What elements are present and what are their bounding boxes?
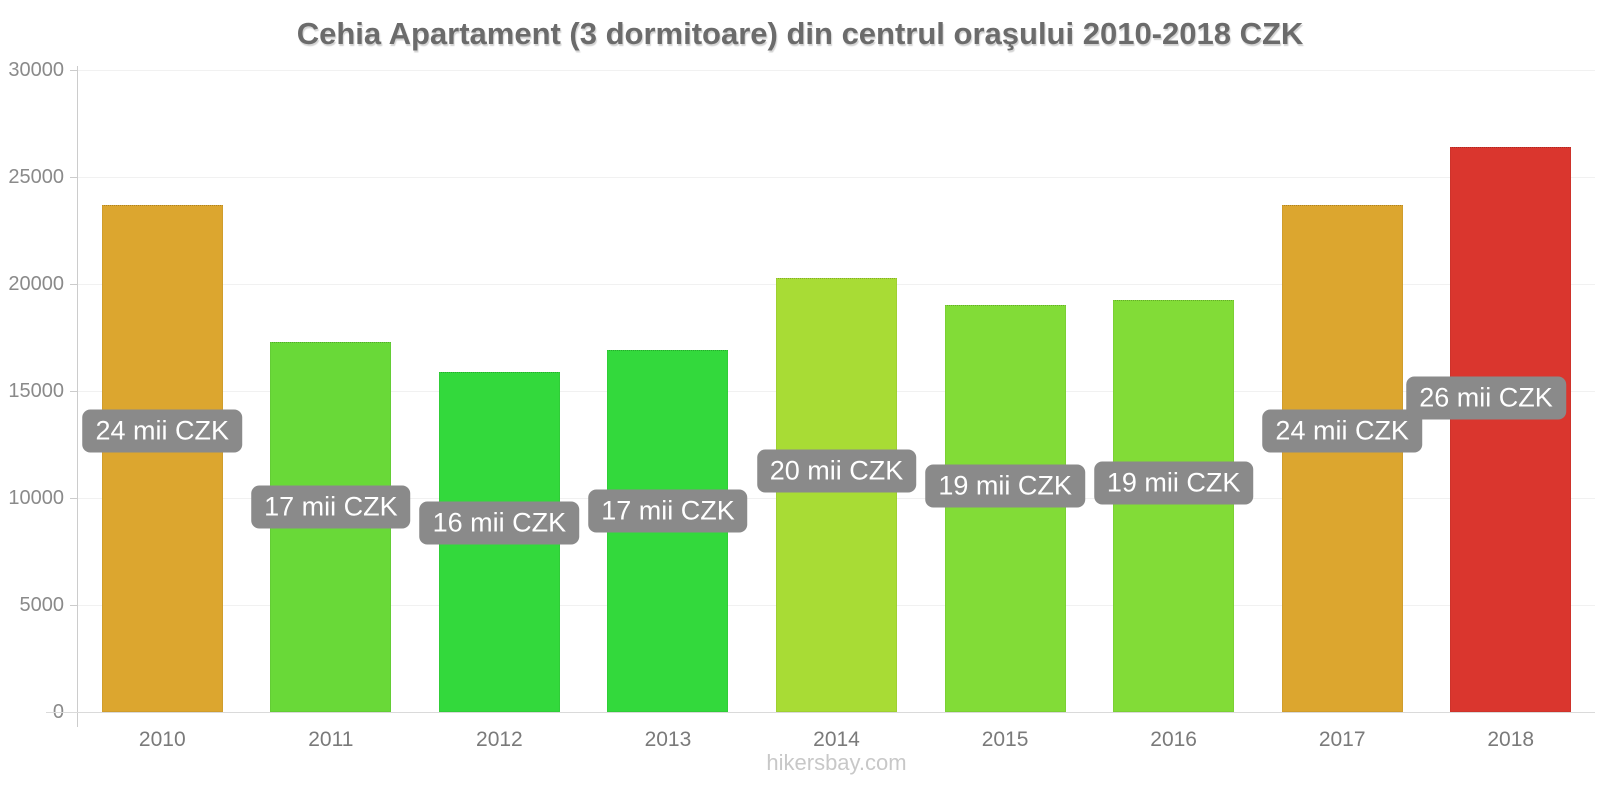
x-tick-label-2018: 2018 [1487,728,1535,751]
value-label-2014: 20 mii CZK [756,449,917,493]
x-axis-line [46,712,1595,713]
x-tick-label-2015: 2015 [981,728,1029,751]
value-label-2012: 16 mii CZK [419,501,580,545]
value-label-box [419,501,580,545]
value-label-2017: 24 mii CZK [1262,409,1422,452]
y-axis-line [77,66,78,727]
y-tick-label-5000: 5000 [19,594,65,616]
y-tick-label-10000: 10000 [8,487,64,509]
y-tick-label-15000: 15000 [8,380,64,402]
x-tick-label-2010: 2010 [138,728,186,751]
value-label-2011: 17 mii CZK [251,485,411,529]
value-label-2018: 26 mii CZK [1406,376,1566,420]
value-label-box [1406,376,1566,420]
x-tick-label-2011: 2011 [308,728,354,751]
y-tick-5000 [70,605,78,606]
gridline-30000 [78,70,1595,71]
x-tick-label-2014: 2014 [813,728,860,751]
value-label-text: 20 mii CZK [769,455,904,486]
x-tick-label-2013: 2013 [644,728,692,751]
value-label-text: 24 mii CZK [1275,415,1409,445]
bar-2016[interactable] [1113,300,1235,712]
chart-title: Cehia Apartament (3 dormitoare) din cent… [296,16,1304,51]
bar-2018[interactable] [1450,147,1572,712]
y-tick-10000 [70,498,78,499]
value-label-2015: 19 mii CZK [925,464,1085,508]
y-tick-label-20000: 20000 [8,273,64,295]
value-label-box [1262,409,1422,452]
x-tick-label-2012: 2012 [476,728,523,751]
value-label-2016: 19 mii CZK [1093,461,1254,505]
x-tick-label-2016: 2016 [1150,728,1197,751]
bar-2014[interactable] [776,277,898,712]
y-tick-20000 [70,284,78,285]
value-label-2013: 17 mii CZK [588,489,748,533]
value-label-box [251,485,411,529]
value-label-text: 17 mii CZK [601,495,735,526]
bar-2010[interactable] [101,204,223,712]
bar-2017[interactable] [1281,204,1403,712]
y-tick-25000 [70,177,78,178]
value-label-box [756,449,917,493]
y-tick-label-25000: 25000 [8,166,64,188]
value-label-2010: 24 mii CZK [82,409,243,452]
value-label-box [925,464,1085,508]
y-tick-15000 [70,391,78,392]
value-label-box [588,489,748,533]
value-label-text: 19 mii CZK [1106,467,1241,498]
bar-2015[interactable] [944,305,1066,712]
value-label-text: 16 mii CZK [432,507,567,538]
value-label-box [82,409,243,452]
gridline-25000 [78,177,1595,178]
watermark-text: hikersbay.com [766,750,907,775]
value-label-text: 19 mii CZK [938,470,1072,501]
value-label-text: 17 mii CZK [264,491,398,522]
y-tick-30000 [70,70,78,71]
value-label-text: 24 mii CZK [95,415,230,445]
x-tick-label-2017: 2017 [1318,728,1366,751]
value-label-text: 26 mii CZK [1419,382,1553,413]
value-label-box [1093,461,1254,505]
y-tick-label-30000: 30000 [8,59,64,81]
